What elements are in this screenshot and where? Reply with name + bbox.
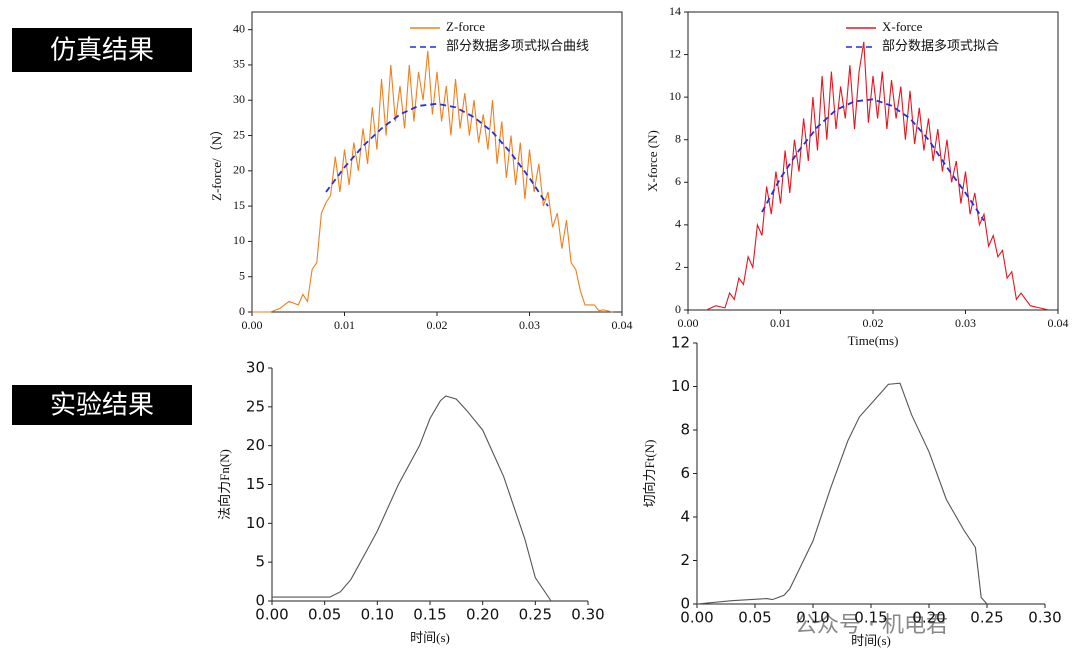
x-tick-label: 0.04 (1048, 316, 1069, 330)
y-tick-label: 5 (239, 268, 245, 282)
x-tick-label: 0.20 (912, 609, 945, 627)
series-line (272, 395, 552, 602)
x-tick-label: 0.25 (970, 609, 1003, 627)
y-tick-label: 30 (233, 92, 245, 106)
x-tick-label: 0.10 (796, 609, 829, 627)
x-axis-label: Time(ms) (848, 333, 899, 348)
x-tick-label: 0.00 (680, 609, 713, 627)
x-tick-label: 0.15 (854, 609, 887, 627)
x-tick-label: 0.00 (678, 316, 699, 330)
y-tick-label: 4 (680, 508, 690, 526)
y-tick-label: 40 (233, 21, 245, 35)
legend-label: 部分数据多项式拟合 (882, 38, 999, 53)
x-tick-label: 0.30 (1028, 609, 1061, 627)
y-axis-label: Z-force/（N） (209, 123, 224, 201)
x-tick-label: 0.02 (427, 318, 448, 332)
y-tick-label: 2 (675, 259, 681, 273)
x-tick-label: 0.05 (308, 606, 341, 624)
y-tick-label: 12 (669, 46, 681, 60)
y-tick-label: 14 (669, 4, 681, 18)
section-label: 仿真结果 (50, 36, 154, 66)
section-label: 实验结果 (50, 391, 154, 421)
x-tick-label: 0.01 (770, 316, 791, 330)
x-axis-label: 时间(s) (851, 633, 891, 648)
y-axis-label: 切向力Ft(N) (642, 440, 657, 508)
series-line (761, 98, 985, 222)
x-tick-label: 0.00 (242, 318, 263, 332)
y-tick-label: 20 (246, 436, 265, 454)
y-tick-label: 6 (680, 464, 690, 482)
y-tick-label: 15 (246, 475, 265, 493)
y-tick-label: 35 (233, 57, 245, 71)
y-tick-label: 15 (233, 198, 245, 212)
y-tick-label: 0 (239, 304, 245, 318)
x-tick-label: 0.00 (255, 606, 288, 624)
x-tick-label: 0.03 (955, 316, 976, 330)
y-axis-label: X-force (N) (645, 130, 660, 192)
section-box (12, 28, 192, 72)
x-tick-label: 0.03 (519, 318, 540, 332)
x-tick-label: 0.15 (413, 606, 446, 624)
x-tick-label: 0.04 (612, 318, 633, 332)
series-line (706, 41, 1049, 311)
y-tick-label: 30 (246, 359, 265, 377)
section-box (12, 385, 192, 425)
series-line (696, 382, 988, 605)
x-tick-label: 0.20 (466, 606, 499, 624)
legend-label: 部分数据多项式拟合曲线 (446, 38, 589, 53)
y-tick-label: 25 (233, 127, 245, 141)
legend-label: Z-force (446, 19, 485, 34)
x-axis-label: 时间(s) (410, 630, 450, 645)
x-tick-label: 0.02 (863, 316, 884, 330)
y-tick-label: 5 (255, 553, 265, 571)
y-tick-label: 0 (680, 595, 690, 613)
x-tick-label: 0.10 (361, 606, 394, 624)
y-tick-label: 4 (675, 217, 681, 231)
y-tick-label: 10 (671, 377, 690, 395)
plot-frame (251, 11, 623, 313)
y-tick-label: 0 (255, 592, 265, 610)
x-tick-label: 0.25 (519, 606, 552, 624)
x-tick-label: 0.30 (571, 606, 604, 624)
y-tick-label: 0 (675, 302, 681, 316)
legend-label: X-force (882, 19, 923, 34)
y-tick-label: 12 (671, 334, 690, 352)
y-axis-label: 法向力Fn(N) (217, 449, 232, 520)
y-tick-label: 10 (246, 514, 265, 532)
y-tick-label: 10 (669, 89, 681, 103)
plot-frame (687, 11, 1059, 311)
series-line (325, 102, 549, 207)
y-tick-label: 8 (680, 421, 690, 439)
watermark: 公众号 · 机电君 (795, 613, 948, 638)
y-tick-label: 25 (246, 397, 265, 415)
series-line (252, 50, 613, 313)
y-tick-label: 20 (233, 163, 245, 177)
y-tick-label: 8 (675, 131, 681, 145)
x-tick-label: 0.01 (334, 318, 355, 332)
y-tick-label: 10 (233, 233, 245, 247)
y-tick-label: 6 (675, 174, 681, 188)
y-tick-label: 2 (680, 551, 690, 569)
x-tick-label: 0.05 (738, 609, 771, 627)
